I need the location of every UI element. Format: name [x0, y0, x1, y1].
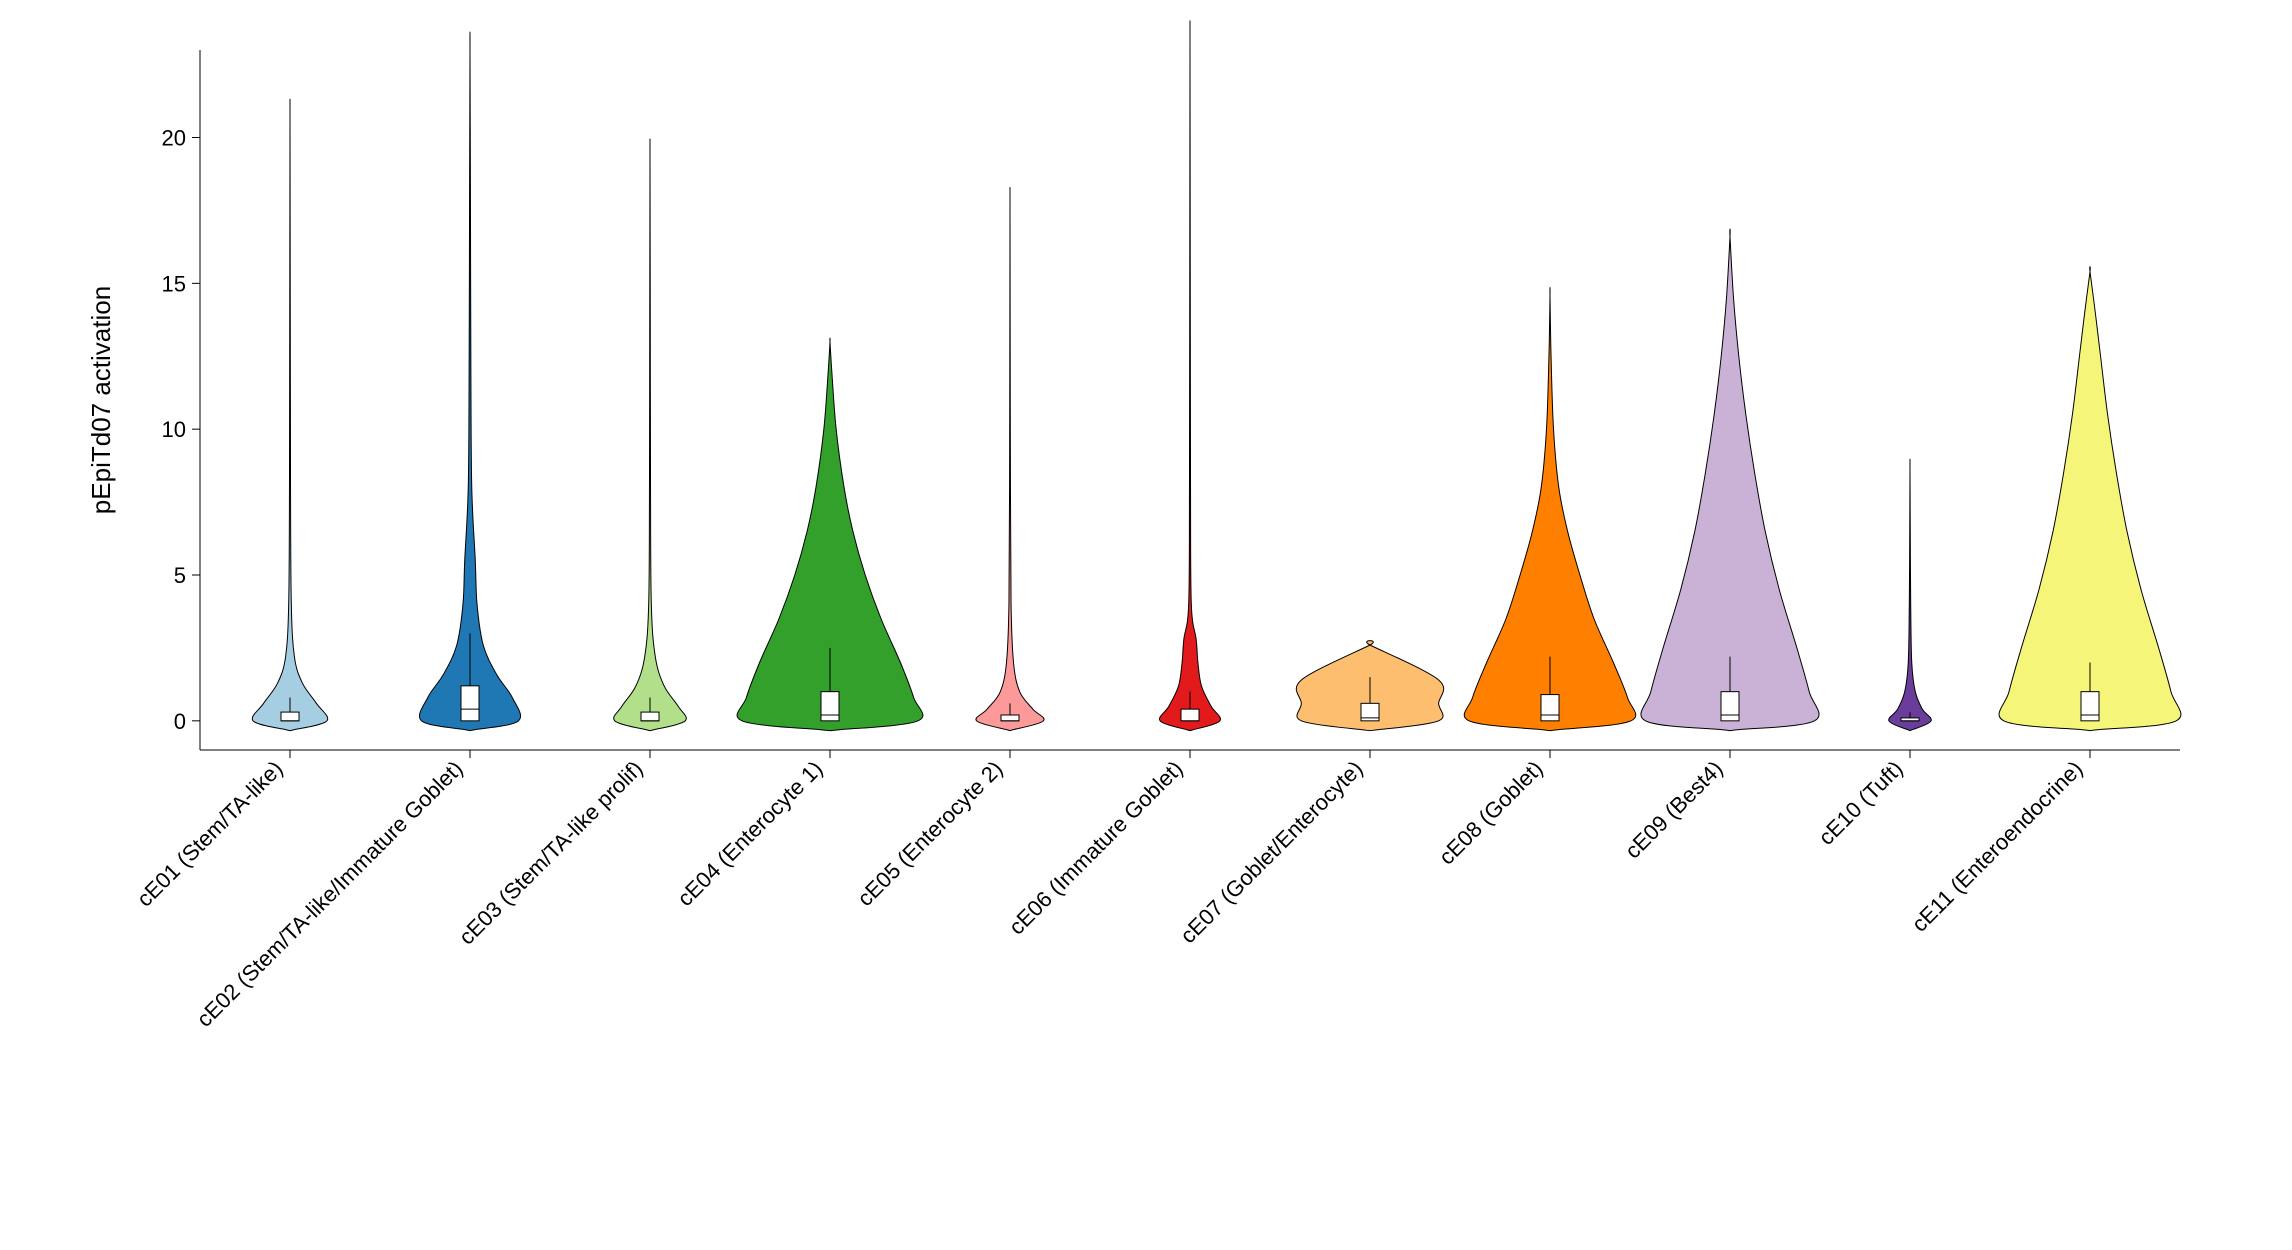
- violin-chart: 05101520pEpiTd07 activationcE01 (Stem/TA…: [0, 0, 2292, 1250]
- box: [461, 686, 479, 721]
- y-axis-title: pEpiTd07 activation: [86, 286, 116, 514]
- y-tick-label: 20: [162, 126, 186, 151]
- box: [641, 712, 659, 721]
- box: [281, 712, 299, 721]
- box: [1721, 692, 1739, 721]
- y-tick-label: 15: [162, 271, 186, 296]
- box: [1541, 695, 1559, 721]
- y-tick-label: 5: [174, 563, 186, 588]
- box: [1001, 715, 1019, 721]
- y-tick-label: 0: [174, 709, 186, 734]
- y-tick-label: 10: [162, 417, 186, 442]
- box: [821, 692, 839, 721]
- box: [2081, 692, 2099, 721]
- box: [1181, 709, 1199, 721]
